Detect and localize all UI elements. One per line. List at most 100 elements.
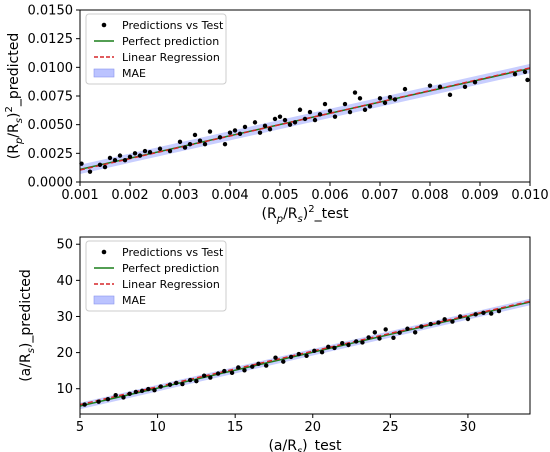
data-point bbox=[262, 123, 268, 129]
data-point bbox=[117, 153, 123, 158]
data-point bbox=[142, 148, 148, 154]
data-point bbox=[167, 382, 173, 387]
data-point bbox=[326, 344, 331, 350]
legend-label: Predictions vs Test bbox=[122, 19, 224, 32]
data-point bbox=[187, 141, 193, 147]
data-point bbox=[450, 319, 455, 324]
legend-label: Perfect prediction bbox=[122, 35, 219, 48]
legend-box bbox=[85, 240, 227, 312]
x-tick-label: 0.005 bbox=[261, 188, 298, 203]
x-axis-label: (a/Rs)_test bbox=[268, 438, 342, 452]
data-point bbox=[146, 386, 151, 392]
data-point bbox=[137, 153, 143, 158]
x-tick-label: 0.010 bbox=[511, 188, 548, 203]
data-point bbox=[437, 84, 443, 90]
data-point bbox=[457, 314, 463, 319]
legend-marker-points bbox=[101, 22, 107, 28]
data-point bbox=[352, 90, 358, 95]
data-point bbox=[105, 396, 111, 402]
x-tick-label: 0.007 bbox=[361, 188, 398, 203]
x-axis-label: (Rp/Rs)2_test bbox=[262, 204, 349, 225]
data-point bbox=[340, 341, 345, 346]
data-point bbox=[112, 158, 118, 163]
data-point bbox=[252, 120, 258, 125]
data-point bbox=[192, 132, 198, 138]
data-point bbox=[312, 117, 318, 123]
y-tick-label: 40 bbox=[56, 274, 73, 289]
data-point bbox=[367, 104, 373, 109]
data-point bbox=[232, 128, 238, 133]
data-point bbox=[177, 139, 183, 145]
y-tick-label: 0.0025 bbox=[28, 147, 74, 162]
data-point bbox=[167, 148, 173, 154]
data-point bbox=[97, 162, 103, 167]
x-tick-label: 20 bbox=[304, 420, 321, 435]
y-tick-label: 50 bbox=[56, 238, 73, 253]
data-point bbox=[182, 145, 188, 150]
data-point bbox=[288, 354, 294, 360]
data-point bbox=[127, 154, 133, 159]
data-point bbox=[287, 122, 293, 127]
y-tick-label: 30 bbox=[56, 310, 73, 325]
y-axis-label: (a/Rs)_predicted bbox=[18, 269, 37, 382]
data-point bbox=[250, 364, 255, 369]
data-point bbox=[383, 327, 388, 332]
x-tick-label: 0.002 bbox=[111, 188, 148, 203]
data-point bbox=[217, 135, 223, 140]
data-point bbox=[227, 130, 233, 135]
data-point bbox=[242, 368, 247, 373]
x-tick-label: 0.003 bbox=[161, 188, 198, 203]
data-point bbox=[272, 116, 278, 122]
data-point bbox=[157, 146, 163, 151]
data-point bbox=[201, 373, 207, 378]
data-point bbox=[207, 129, 213, 134]
data-point bbox=[302, 116, 308, 122]
data-point bbox=[447, 92, 453, 98]
data-point bbox=[174, 380, 179, 386]
data-point bbox=[392, 97, 398, 102]
legend-box bbox=[85, 13, 227, 85]
data-point bbox=[180, 381, 185, 387]
legend-marker-mae bbox=[93, 295, 115, 305]
y-tick-label: 0.0000 bbox=[28, 176, 74, 191]
x-tick-label: 0.006 bbox=[311, 188, 348, 203]
data-point bbox=[215, 371, 221, 376]
data-point bbox=[208, 375, 213, 380]
data-point bbox=[512, 72, 518, 77]
data-point bbox=[377, 96, 383, 101]
data-point bbox=[366, 335, 371, 340]
data-point bbox=[427, 83, 433, 88]
data-point bbox=[354, 339, 359, 344]
data-point bbox=[152, 387, 157, 393]
plot-frame bbox=[79, 236, 531, 415]
legend-label: Linear Regression bbox=[122, 51, 220, 64]
data-point bbox=[96, 399, 101, 404]
data-point bbox=[525, 77, 530, 83]
data-point bbox=[281, 359, 286, 364]
data-point bbox=[360, 340, 365, 345]
data-point bbox=[296, 351, 301, 357]
data-point bbox=[436, 320, 441, 325]
data-point bbox=[113, 393, 118, 398]
data-point bbox=[107, 155, 113, 161]
x-tick-label: 0.004 bbox=[211, 188, 248, 203]
x-tick-label: 30 bbox=[460, 420, 477, 435]
top-panel-plot: 0.001 0.002 0.003 0.004 0.005 0.006 0.007 0.008… bbox=[4, 4, 549, 226]
data-point bbox=[133, 389, 139, 395]
data-point bbox=[332, 114, 338, 119]
data-point bbox=[194, 378, 199, 384]
data-point bbox=[402, 86, 408, 92]
data-point bbox=[362, 107, 368, 112]
data-point bbox=[312, 348, 317, 353]
data-point bbox=[319, 350, 325, 355]
data-point bbox=[257, 130, 263, 135]
data-point bbox=[102, 164, 108, 170]
data-point bbox=[292, 120, 298, 125]
data-point bbox=[419, 324, 424, 329]
data-point bbox=[481, 310, 486, 316]
data-point bbox=[412, 330, 418, 335]
data-point bbox=[496, 308, 502, 314]
data-point bbox=[237, 131, 243, 137]
data-point bbox=[397, 330, 402, 335]
legend-label: MAE bbox=[122, 67, 146, 80]
